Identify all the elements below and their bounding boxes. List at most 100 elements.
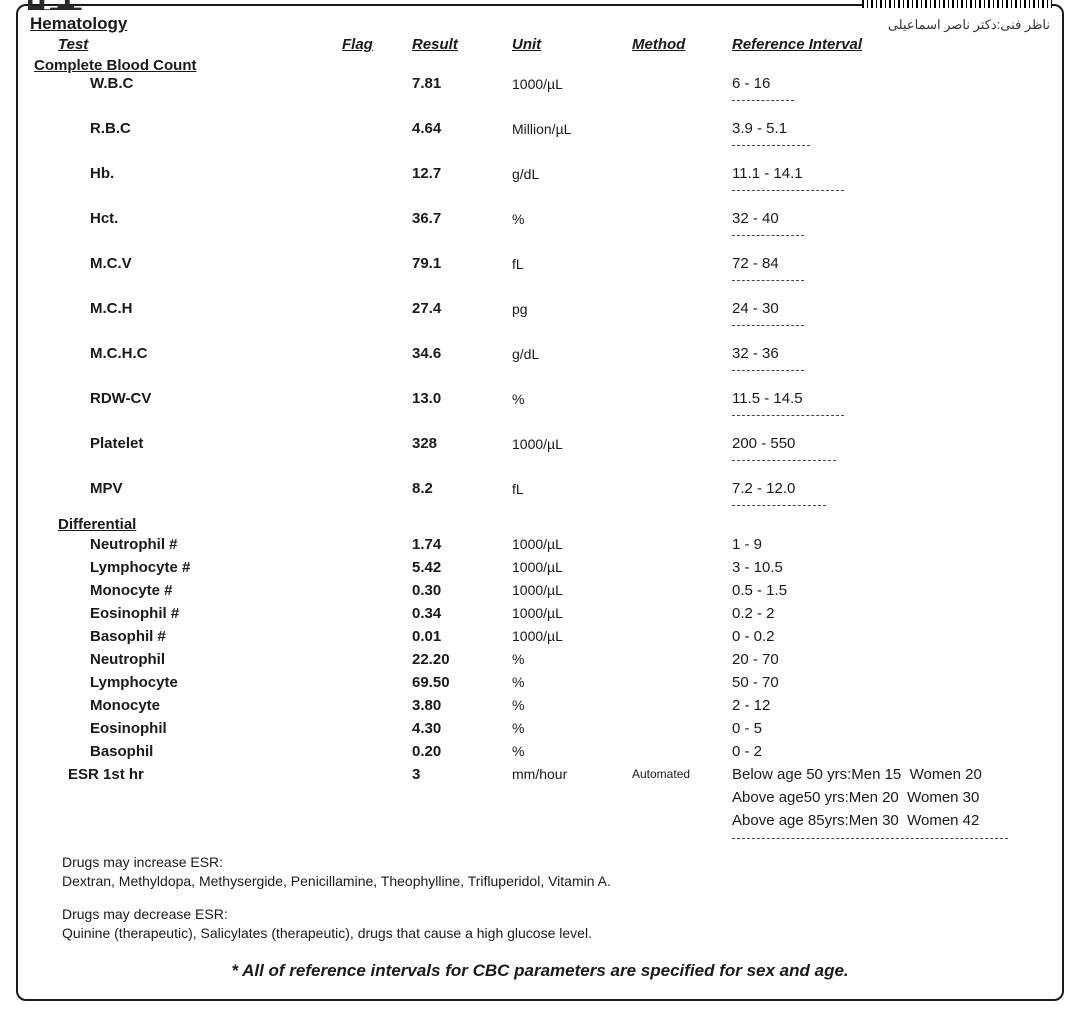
cell-test: Eosinophil # (52, 602, 342, 625)
cell-test: Lymphocyte (52, 671, 342, 694)
cell-result: 36.7 (412, 209, 512, 229)
row-spacer (28, 461, 1052, 479)
cell-unit: 1000/µL (512, 602, 632, 625)
table-row: RDW-CV13.0%11.5 - 14.5 (28, 389, 1052, 416)
cell-ref: 0 - 0.2 (732, 625, 1052, 648)
col-unit: Unit (512, 36, 632, 53)
cell-test: Monocyte (52, 694, 342, 717)
barcode-icon (862, 0, 1052, 8)
cell-test: MPV (52, 479, 342, 499)
notes-decrease-body: Quinine (therapeutic), Salicylates (ther… (62, 924, 1044, 943)
cell-unit: pg (512, 299, 632, 319)
diff-group-title: Differential (28, 516, 1052, 533)
cell-ref: 50 - 70 (732, 671, 1052, 694)
ref-value: 1 - 9 (732, 533, 762, 556)
col-flag: Flag (342, 36, 412, 53)
table-row: M.C.V79.1fL72 - 84 (28, 254, 1052, 281)
header-row: Hematology ناظر فنی:دکتر ناصر اسماعیلی (28, 12, 1052, 34)
cell-ref: 2 - 12 (732, 694, 1052, 717)
cell-unit: % (512, 209, 632, 229)
ref-value: 24 - 30 (732, 299, 804, 319)
cell-result: 22.20 (412, 648, 512, 671)
row-spacer (28, 326, 1052, 344)
ref-value: 3 - 10.5 (732, 556, 783, 579)
cell-test: M.C.H.C (52, 344, 342, 364)
cell-ref: 0 - 2 (732, 740, 1052, 763)
cell-result: 5.42 (412, 556, 512, 579)
table-row: R.B.C4.64Million/µL3.9 - 5.1 (28, 119, 1052, 146)
cell-unit: % (512, 694, 632, 717)
column-headers: Test Flag Result Unit Method Reference I… (28, 36, 1052, 53)
cell-test: Neutrophil # (52, 533, 342, 556)
cell-test: Lymphocyte # (52, 556, 342, 579)
table-row: ESR 1st hr3mm/hourAutomatedBelow age 50 … (28, 763, 1052, 839)
ref-value: 0 - 0.2 (732, 625, 775, 648)
cell-unit: Million/µL (512, 119, 632, 139)
row-spacer (28, 146, 1052, 164)
cell-ref: 6 - 16 (732, 74, 1052, 101)
cell-result: 0.34 (412, 602, 512, 625)
table-row: Basophil #0.011000/µL0 - 0.2 (28, 625, 1052, 648)
cell-test: W.B.C (52, 74, 342, 94)
ref-value: Below age 50 yrs:Men 15 Women 20 Above a… (732, 763, 1008, 832)
table-row: Neutrophil #1.741000/µL1 - 9 (28, 533, 1052, 556)
notes-increase-body: Dextran, Methyldopa, Methysergide, Penic… (62, 872, 1044, 891)
ref-value: 2 - 12 (732, 694, 770, 717)
notes-increase-title: Drugs may increase ESR: (62, 853, 1044, 872)
cell-unit: 1000/µL (512, 434, 632, 454)
ref-value: 200 - 550 (732, 434, 836, 454)
cell-unit: 1000/µL (512, 579, 632, 602)
diff-table: Neutrophil #1.741000/µL1 - 9Lymphocyte #… (28, 533, 1052, 763)
col-method: Method (632, 36, 732, 53)
table-row: Eosinophil 4.30% 0 - 5 (28, 717, 1052, 740)
cell-test: Platelet (52, 434, 342, 454)
cell-unit: g/dL (512, 164, 632, 184)
ref-value: 0.5 - 1.5 (732, 579, 787, 602)
cell-test: M.C.V (52, 254, 342, 274)
row-spacer (28, 416, 1052, 434)
cell-result: 4.64 (412, 119, 512, 139)
cell-ref: Below age 50 yrs:Men 15 Women 20 Above a… (732, 763, 1052, 839)
table-row: Lymphocyte69.50%50 - 70 (28, 671, 1052, 694)
cell-result: 13.0 (412, 389, 512, 409)
row-spacer (28, 371, 1052, 389)
cell-result: 12.7 (412, 164, 512, 184)
cell-test: Neutrophil (52, 648, 342, 671)
cell-test: ESR 1st hr (52, 763, 342, 786)
cell-ref: 7.2 - 12.0 (732, 479, 1052, 506)
cell-test: Eosinophil (52, 717, 342, 740)
top-noise-text: ▙▟▂▃▅▙▃ (28, 0, 80, 10)
cell-ref: 1 - 9 (732, 533, 1052, 556)
table-row: Monocyte3.80%2 - 12 (28, 694, 1052, 717)
ref-value: 0.2 - 2 (732, 602, 775, 625)
cell-result: 0.20 (412, 740, 512, 763)
cell-result: 34.6 (412, 344, 512, 364)
table-row: W.B.C7.811000/µL6 - 16 (28, 74, 1052, 101)
cell-result: 1.74 (412, 533, 512, 556)
section-title: Hematology (30, 14, 127, 34)
table-row: MPV8.2fL7.2 - 12.0 (28, 479, 1052, 506)
cbc-group-title: Complete Blood Count (28, 57, 1052, 74)
ref-value: 50 - 70 (732, 671, 779, 694)
cell-result: 0.30 (412, 579, 512, 602)
cell-unit: % (512, 671, 632, 694)
cell-unit: 1000/µL (512, 625, 632, 648)
row-spacer (28, 281, 1052, 299)
cell-test: Monocyte # (52, 579, 342, 602)
col-ref: Reference Interval (732, 36, 1052, 53)
cell-result: 27.4 (412, 299, 512, 319)
cell-test: Hct. (52, 209, 342, 229)
cell-unit: % (512, 740, 632, 763)
cell-ref: 72 - 84 (732, 254, 1052, 281)
row-spacer (28, 236, 1052, 254)
cell-result: 4.30 (412, 717, 512, 740)
cell-ref: 0 - 5 (732, 717, 1052, 740)
notes-decrease-title: Drugs may decrease ESR: (62, 905, 1044, 924)
cell-ref: 0.5 - 1.5 (732, 579, 1052, 602)
cell-test: Basophil # (52, 625, 342, 648)
cell-unit: % (512, 717, 632, 740)
cell-ref: 3 - 10.5 (732, 556, 1052, 579)
ref-value: 11.5 - 14.5 (732, 389, 844, 409)
ref-value: 3.9 - 5.1 (732, 119, 810, 139)
ref-value: 7.2 - 12.0 (732, 479, 826, 499)
